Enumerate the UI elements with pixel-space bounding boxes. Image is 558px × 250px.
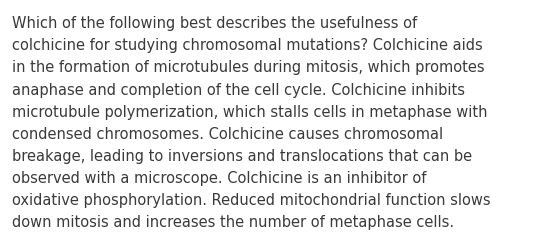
Text: observed with a microscope. Colchicine is an inhibitor of: observed with a microscope. Colchicine i… bbox=[12, 170, 427, 185]
Text: oxidative phosphorylation. Reduced mitochondrial function slows: oxidative phosphorylation. Reduced mitoc… bbox=[12, 192, 491, 207]
Text: Which of the following best describes the usefulness of: Which of the following best describes th… bbox=[12, 16, 417, 31]
Text: colchicine for studying chromosomal mutations? Colchicine aids: colchicine for studying chromosomal muta… bbox=[12, 38, 483, 53]
Text: microtubule polymerization, which stalls cells in metaphase with: microtubule polymerization, which stalls… bbox=[12, 104, 488, 119]
Text: anaphase and completion of the cell cycle. Colchicine inhibits: anaphase and completion of the cell cycl… bbox=[12, 82, 465, 97]
Text: down mitosis and increases the number of metaphase cells.: down mitosis and increases the number of… bbox=[12, 214, 454, 229]
Text: breakage, leading to inversions and translocations that can be: breakage, leading to inversions and tran… bbox=[12, 148, 473, 163]
Text: condensed chromosomes. Colchicine causes chromosomal: condensed chromosomes. Colchicine causes… bbox=[12, 126, 444, 141]
Text: in the formation of microtubules during mitosis, which promotes: in the formation of microtubules during … bbox=[12, 60, 485, 75]
